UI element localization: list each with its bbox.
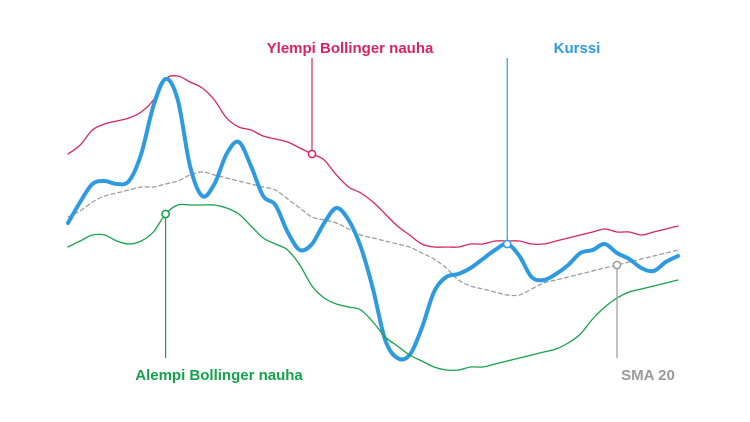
- annotation-label-lower: Alempi Bollinger nauha: [135, 367, 303, 384]
- annotation-marker-lower: [161, 209, 170, 219]
- annotation-marker-price: [502, 239, 512, 249]
- series-line-upper: [67, 75, 679, 248]
- series-line-sma: [67, 171, 679, 297]
- annotation-label-sma: SMA 20: [621, 367, 675, 384]
- annotation-label-upper: Ylempi Bollinger nauha: [267, 40, 434, 57]
- annotation-lower: Alempi Bollinger nauha: [135, 209, 303, 384]
- annotation-layer: Ylempi Bollinger nauha Kurssi Alempi Bolli…: [135, 40, 675, 384]
- annotation-marker-sma: [612, 260, 622, 270]
- series-line-price: [66, 76, 680, 362]
- annotation-marker-upper: [307, 149, 317, 159]
- annotation-label-price: Kurssi: [554, 40, 601, 57]
- series-layer: [66, 75, 680, 372]
- annotation-sma: SMA 20: [612, 260, 675, 384]
- annotation-upper: Ylempi Bollinger nauha: [267, 40, 434, 159]
- annotation-price: Kurssi: [502, 40, 601, 249]
- series-line-lower: [67, 203, 679, 372]
